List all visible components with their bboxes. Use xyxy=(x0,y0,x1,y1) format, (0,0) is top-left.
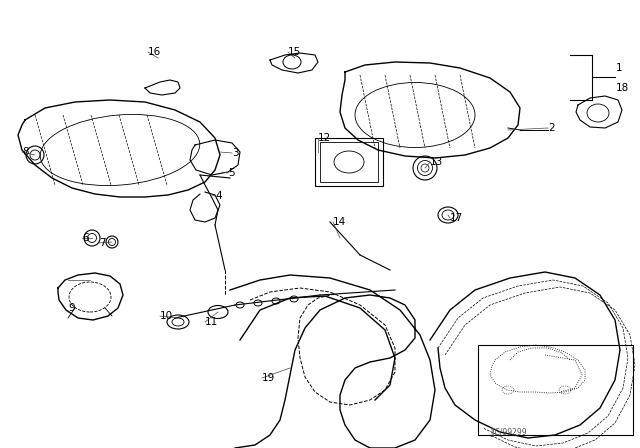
Text: 8: 8 xyxy=(22,147,29,157)
Text: 2: 2 xyxy=(548,123,555,133)
Text: 15: 15 xyxy=(288,47,301,57)
Text: 12: 12 xyxy=(318,133,332,143)
Text: 11: 11 xyxy=(205,317,218,327)
Text: 10: 10 xyxy=(160,311,173,321)
Text: 6: 6 xyxy=(82,233,88,243)
Bar xyxy=(478,345,633,435)
Bar xyxy=(315,138,383,186)
Text: JJC/99299: JJC/99299 xyxy=(490,427,527,436)
Text: 4: 4 xyxy=(215,191,221,201)
Text: 17: 17 xyxy=(450,213,463,223)
Text: 3: 3 xyxy=(232,148,239,158)
Text: 18: 18 xyxy=(616,83,629,93)
Text: 7: 7 xyxy=(99,238,106,248)
Bar xyxy=(320,142,378,182)
Text: 9: 9 xyxy=(68,303,75,313)
Text: 19: 19 xyxy=(262,373,275,383)
Text: 13: 13 xyxy=(430,157,444,167)
Text: 1: 1 xyxy=(616,63,623,73)
Text: 5: 5 xyxy=(228,168,235,178)
Text: 16: 16 xyxy=(148,47,161,57)
Text: 14: 14 xyxy=(333,217,346,227)
